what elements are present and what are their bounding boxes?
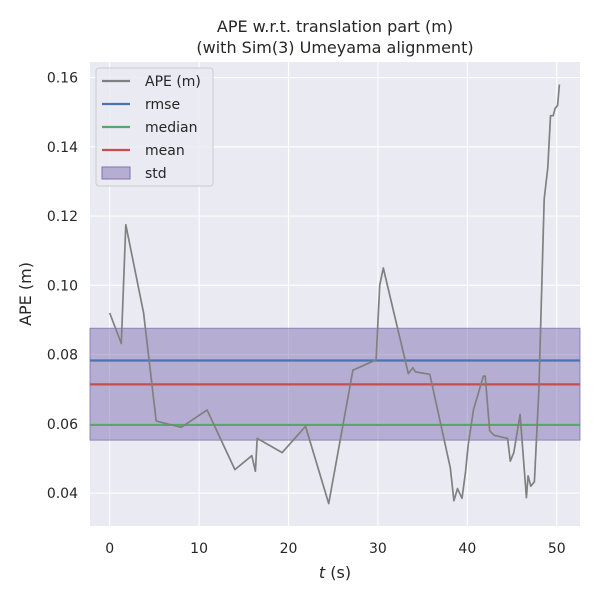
x-axis-label-unit: (s) [325, 563, 351, 582]
legend-label: mean [145, 143, 185, 159]
y-tick-label: 0.06 [47, 417, 78, 433]
y-tick-label: 0.08 [47, 348, 78, 364]
series-group [108, 84, 561, 505]
legend-swatch [101, 166, 131, 180]
y-tick-label: 0.04 [47, 486, 78, 502]
legend: APE (m) rmse median mean std [95, 67, 214, 187]
legend-label: rmse [145, 97, 180, 113]
x-axis-label-variable: t [319, 563, 326, 582]
x-tick-label: 10 [190, 541, 208, 557]
y-tick-label: 0.12 [47, 209, 78, 225]
x-tick-labels: 0 10 20 30 40 50 [105, 541, 565, 557]
ape-series-line [108, 84, 561, 505]
x-tick-label: 40 [458, 541, 476, 557]
x-tick-label: 20 [280, 541, 298, 557]
y-tick-labels: 0.04 0.06 0.08 0.10 0.12 0.14 0.16 [47, 71, 78, 503]
legend-label: median [145, 120, 197, 136]
x-tick-label: 0 [105, 541, 114, 557]
x-tick-label: 50 [548, 541, 566, 557]
x-tick-label: 30 [369, 541, 387, 557]
chart-subtitle: (with Sim(3) Umeyama alignment) [196, 38, 473, 57]
y-tick-label: 0.10 [47, 278, 78, 294]
legend-label: APE (m) [145, 74, 201, 90]
x-axis-label: t (s) [319, 563, 351, 582]
chart-title: APE w.r.t. translation part (m) [217, 17, 453, 36]
y-tick-label: 0.14 [47, 140, 78, 156]
y-tick-label: 0.16 [47, 71, 78, 87]
legend-frame [95, 67, 214, 187]
legend-label: std [145, 166, 167, 182]
y-axis-label: APE (m) [16, 262, 35, 326]
